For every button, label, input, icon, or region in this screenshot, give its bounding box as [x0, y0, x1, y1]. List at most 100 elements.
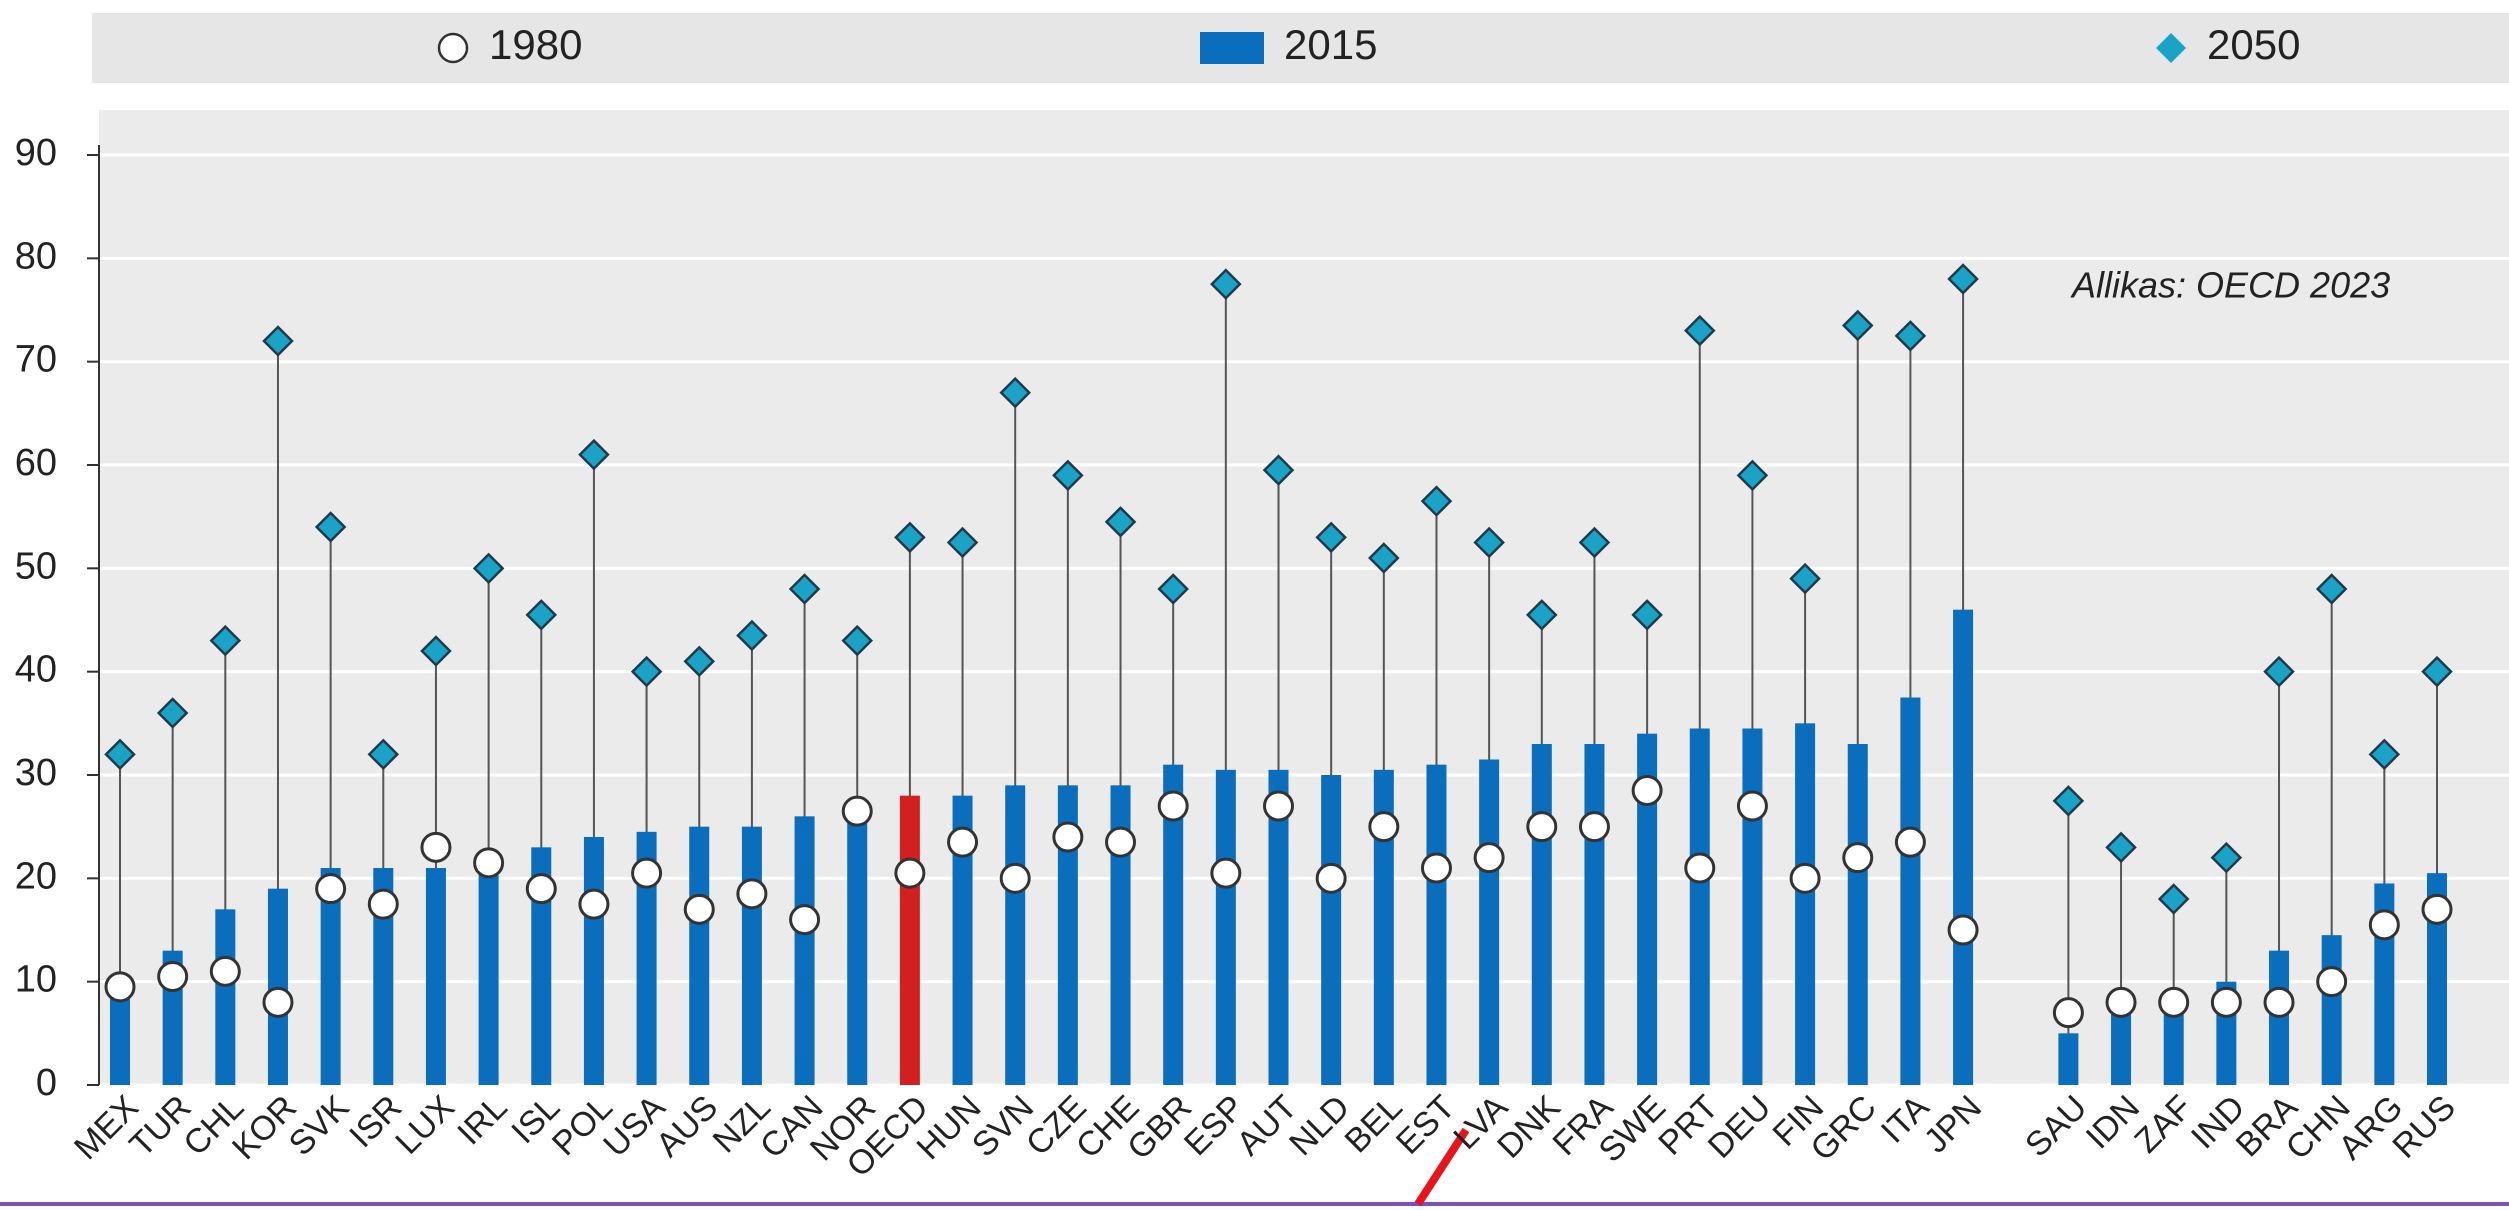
marker-diamond	[999, 376, 1031, 409]
marker-diamond	[209, 624, 242, 657]
marker-diamond	[2052, 785, 2085, 817]
bar	[741, 826, 762, 1085]
marker-circle	[209, 955, 241, 987]
marker-circle	[947, 826, 979, 858]
marker-circle	[1894, 826, 1926, 858]
marker-diamond	[1315, 521, 1347, 554]
marker-diamond	[683, 645, 716, 678]
annotation: Allikas: OECD 2023	[2070, 265, 2390, 306]
marker-diamond	[2263, 655, 2295, 688]
marker-circle	[262, 986, 294, 1018]
marker-diamond	[2368, 738, 2401, 771]
marker-diamond	[2157, 883, 2190, 915]
legend-swatch	[2156, 33, 2186, 63]
marker-circle	[315, 873, 347, 905]
marker-circle	[894, 857, 926, 889]
bar	[2111, 1002, 2132, 1085]
red-slash	[1414, 1127, 1470, 1207]
marker-diamond	[1789, 562, 1821, 595]
bar	[1005, 785, 1026, 1085]
marker-diamond	[2421, 655, 2453, 688]
legend-label: 1980	[489, 21, 582, 68]
marker-diamond	[1157, 573, 1189, 605]
bar	[1163, 764, 1184, 1085]
marker-circle	[473, 847, 505, 879]
marker-circle	[2421, 893, 2453, 925]
marker-circle	[631, 857, 663, 889]
y-tick-label: 50	[15, 545, 57, 587]
bar	[320, 868, 341, 1085]
marker-circle	[1526, 811, 1558, 843]
bar	[1847, 744, 1868, 1085]
marker-circle	[1947, 914, 1979, 946]
marker-circle	[1052, 821, 1084, 853]
bar	[1479, 759, 1500, 1085]
legend-swatch	[437, 32, 469, 64]
marker-circle	[736, 878, 768, 910]
bar	[2427, 873, 2447, 1085]
marker-circle	[2105, 986, 2137, 1018]
legend-band	[92, 13, 2509, 83]
bar	[110, 981, 130, 1085]
marker-circle	[2368, 909, 2400, 941]
bar	[1268, 769, 1289, 1085]
marker-circle	[1684, 852, 1716, 884]
marker-diamond	[578, 438, 610, 471]
marker-circle	[1420, 852, 1452, 884]
bar	[373, 868, 394, 1085]
marker-diamond	[2105, 831, 2137, 864]
bar	[1689, 728, 1710, 1085]
bar	[1426, 764, 1447, 1085]
bar	[583, 837, 604, 1085]
marker-circle	[1263, 790, 1294, 822]
marker-diamond	[1526, 599, 1558, 631]
marker-diamond	[472, 552, 505, 585]
x-tick-label: JPN	[1917, 1088, 1989, 1160]
marker-diamond	[104, 738, 136, 771]
bar	[531, 847, 552, 1085]
bar	[1637, 733, 1658, 1085]
marker-circle	[104, 971, 136, 1003]
bar	[478, 868, 499, 1085]
bar	[2058, 1033, 2079, 1085]
marker-diamond	[1104, 506, 1137, 538]
bar	[1742, 728, 1763, 1085]
marker-circle	[1631, 775, 1663, 806]
bar	[1110, 785, 1131, 1085]
y-tick-label: 60	[15, 442, 57, 484]
marker-circle	[1842, 842, 1874, 874]
marker-circle	[2210, 986, 2242, 1018]
marker-circle	[999, 862, 1031, 894]
bar	[794, 816, 815, 1085]
marker-circle	[578, 888, 610, 920]
marker-diamond	[788, 573, 821, 605]
marker-circle	[683, 893, 715, 925]
marker-circle	[2316, 966, 2348, 998]
bar	[1321, 775, 1342, 1085]
bar	[2321, 935, 2342, 1085]
marker-circle	[2263, 986, 2295, 1018]
y-tick-label: 30	[15, 752, 57, 794]
marker-diamond	[525, 599, 558, 631]
bar	[899, 795, 920, 1085]
marker-diamond	[1684, 314, 1716, 347]
bar	[215, 909, 236, 1085]
bar	[847, 816, 868, 1085]
plot-background	[99, 110, 2509, 1085]
x-tick-label: RUS	[2385, 1088, 2463, 1166]
y-tick-label: 90	[15, 132, 57, 174]
bar	[1795, 723, 1816, 1085]
marker-circle	[2052, 997, 2084, 1029]
y-tick-label: 20	[15, 855, 57, 897]
bar	[1373, 769, 1394, 1085]
y-tick-label: 40	[15, 649, 57, 691]
marker-circle	[2158, 986, 2190, 1018]
marker-circle	[367, 888, 399, 920]
marker-diamond	[1947, 263, 1979, 295]
bar	[1584, 744, 1605, 1085]
x-tick-label: IDN	[2079, 1088, 2147, 1156]
marker-diamond	[1420, 485, 1453, 517]
marker-circle	[1473, 842, 1505, 874]
marker-diamond	[262, 325, 294, 357]
marker-diamond	[1736, 459, 1769, 492]
